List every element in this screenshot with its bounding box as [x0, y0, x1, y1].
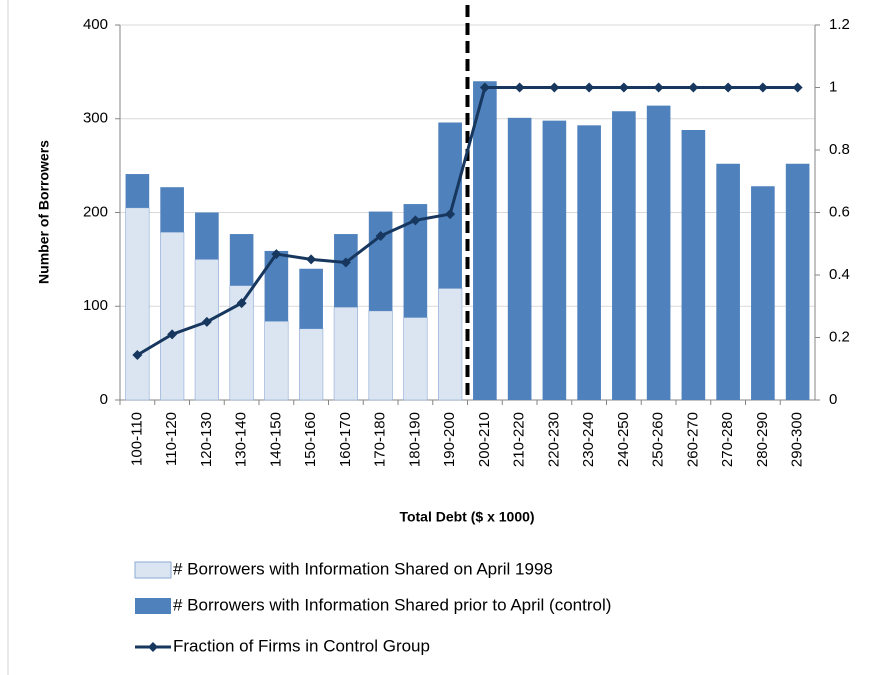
marker: [792, 82, 803, 93]
legend-label: # Borrowers with Information Shared on A…: [173, 559, 553, 578]
bar: [264, 250, 289, 322]
marker: [584, 82, 595, 93]
x-tick-label: 230-240: [580, 412, 597, 467]
bar: [403, 204, 428, 318]
marker: [757, 82, 768, 93]
bar: [334, 234, 358, 308]
marker: [201, 316, 212, 327]
bar: [507, 117, 532, 400]
legend-swatch: [134, 561, 172, 579]
marker: [653, 82, 664, 93]
bar: [438, 288, 463, 401]
marker: [167, 329, 178, 340]
marker: [375, 230, 386, 241]
bar: [542, 120, 567, 400]
x-tick-label: 260-270: [684, 412, 701, 467]
line: [136, 86, 798, 357]
x-tick-label: 160-170: [337, 412, 354, 467]
x-tick-label: 210-220: [511, 412, 528, 467]
y2-tick-label: 0.4: [829, 266, 850, 283]
y-tick-label: 100: [83, 297, 108, 314]
bar: [195, 212, 219, 260]
bar: [125, 174, 150, 208]
y2-tick-label: 1.2: [829, 16, 850, 33]
x-tick-label: 140-150: [267, 412, 284, 467]
bar: [681, 130, 706, 400]
legend-marker: [148, 642, 158, 652]
x-tick-label: 180-190: [406, 412, 423, 467]
x-tick-label: 220-230: [545, 412, 562, 467]
x-tick-label: 290-300: [789, 412, 806, 467]
y-axis-title: Number of Borrowers: [36, 140, 52, 284]
bar: [577, 125, 601, 400]
y2-tick-label: 0.2: [829, 328, 850, 345]
legend-swatch: [135, 598, 171, 614]
marker: [688, 82, 699, 93]
bar: [194, 259, 219, 401]
marker: [618, 82, 629, 93]
bar: [646, 105, 671, 400]
y2-tick-label: 0.6: [829, 203, 850, 220]
bar: [333, 306, 358, 401]
y-tick-label: 300: [83, 110, 108, 127]
marker: [236, 298, 247, 309]
x-axis-title: Total Debt ($ x 1000): [399, 509, 534, 525]
bar: [299, 328, 324, 401]
marker: [514, 82, 525, 93]
bar: [612, 111, 636, 400]
x-tick-label: 250-260: [650, 412, 667, 467]
y-tick-label: 0: [100, 391, 108, 408]
x-tick-label: 270-280: [719, 412, 736, 467]
y2-tick-label: 0.8: [829, 141, 850, 158]
y2-tick-label: 0: [829, 391, 837, 408]
x-tick-label: 150-160: [302, 412, 319, 467]
bar: [299, 268, 323, 329]
x-tick-label: 120-130: [198, 412, 215, 467]
legend-label: Fraction of Firms in Control Group: [173, 636, 430, 655]
marker: [445, 209, 456, 220]
marker: [271, 249, 282, 260]
bar: [751, 186, 775, 400]
marker: [549, 82, 560, 93]
bar: [160, 187, 184, 233]
bar: [473, 81, 497, 400]
bar: [716, 163, 740, 400]
x-tick-label: 130-140: [233, 412, 250, 467]
marker: [479, 82, 490, 93]
bar: [438, 122, 462, 289]
bar: [229, 234, 254, 286]
bar: [785, 163, 810, 400]
y2-tick-label: 1: [829, 78, 837, 95]
x-tick-label: 190-200: [441, 412, 458, 467]
legend-label: # Borrowers with Information Shared prio…: [173, 595, 611, 614]
bar: [160, 231, 185, 401]
marker: [132, 350, 143, 360]
bar: [125, 207, 150, 401]
x-tick-label: 100-110: [128, 412, 145, 466]
bar: [264, 320, 289, 401]
x-tick-label: 240-250: [615, 412, 632, 467]
x-tick-label: 170-180: [372, 412, 389, 467]
x-tick-label: 110-120: [163, 412, 180, 466]
x-tick-label: 280-290: [754, 412, 771, 467]
y-tick-label: 400: [83, 16, 108, 33]
marker: [340, 257, 351, 268]
x-tick-label: 200-210: [476, 412, 493, 467]
marker: [410, 215, 421, 226]
marker: [306, 254, 317, 265]
bar: [368, 211, 393, 311]
bar: [368, 310, 393, 401]
y-tick-label: 200: [83, 203, 108, 220]
marker: [723, 82, 734, 93]
bar: [403, 317, 428, 401]
